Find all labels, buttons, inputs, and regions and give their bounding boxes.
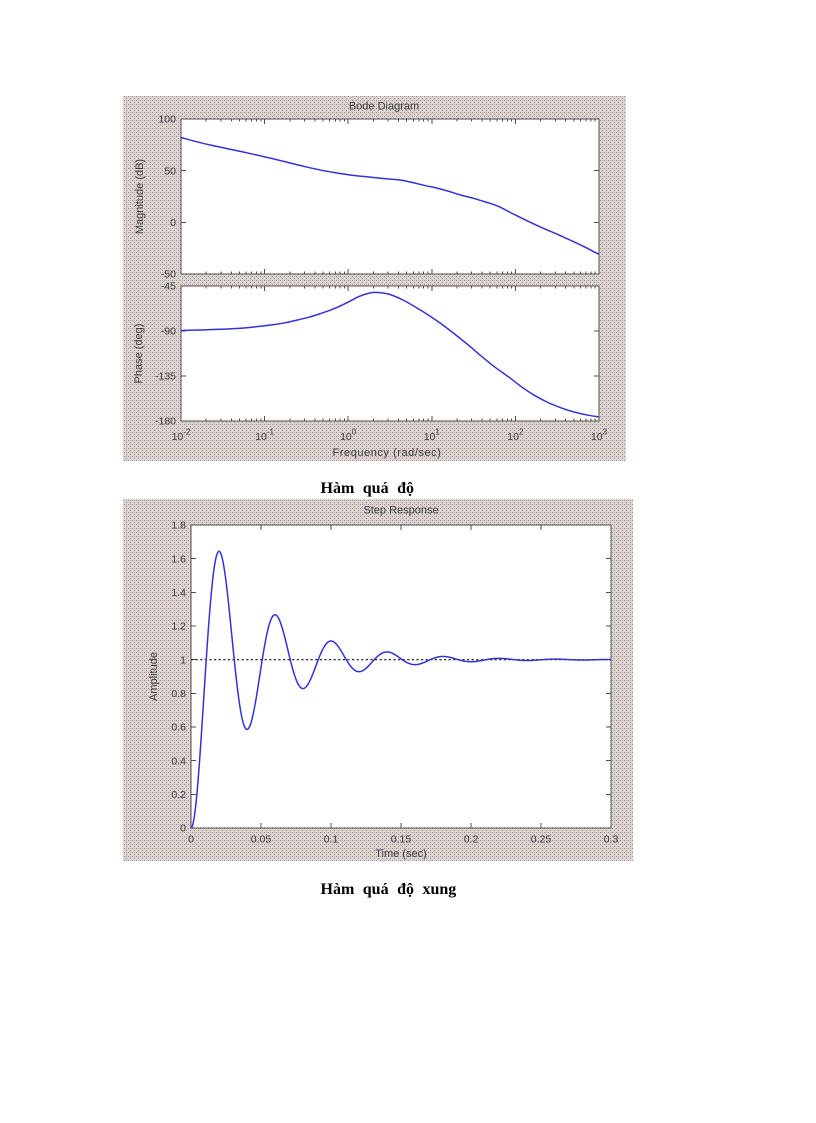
svg-text:0.8: 0.8 bbox=[171, 688, 186, 700]
svg-text:0.05: 0.05 bbox=[251, 834, 272, 846]
svg-text:0.2: 0.2 bbox=[171, 789, 186, 801]
svg-text:1.8: 1.8 bbox=[171, 520, 186, 532]
svg-text:-90: -90 bbox=[161, 326, 176, 338]
svg-text:0: 0 bbox=[180, 823, 186, 835]
svg-text:1.2: 1.2 bbox=[171, 621, 186, 633]
svg-text:0.3: 0.3 bbox=[604, 834, 619, 846]
svg-text:0.15: 0.15 bbox=[391, 834, 412, 846]
svg-text:1: 1 bbox=[180, 654, 186, 666]
svg-text:0.25: 0.25 bbox=[531, 834, 552, 846]
svg-text:-180: -180 bbox=[155, 416, 176, 428]
svg-text:100: 100 bbox=[158, 114, 176, 126]
svg-text:1.6: 1.6 bbox=[171, 553, 186, 565]
svg-text:50: 50 bbox=[164, 165, 176, 177]
svg-text:-135: -135 bbox=[155, 371, 176, 383]
svg-text:Phase (deg): Phase (deg) bbox=[133, 324, 145, 384]
svg-text:-50: -50 bbox=[161, 269, 176, 281]
svg-text:0: 0 bbox=[188, 834, 194, 846]
svg-text:0: 0 bbox=[170, 217, 176, 229]
svg-text:0.1: 0.1 bbox=[324, 834, 339, 846]
svg-text:0.2: 0.2 bbox=[464, 834, 479, 846]
svg-text:-45: -45 bbox=[161, 281, 176, 293]
svg-text:Frequency (rad/sec): Frequency (rad/sec) bbox=[333, 447, 442, 459]
svg-text:0.6: 0.6 bbox=[171, 722, 186, 734]
svg-text:1.4: 1.4 bbox=[171, 587, 186, 599]
svg-text:Step Response: Step Response bbox=[363, 505, 438, 517]
svg-text:Time (sec): Time (sec) bbox=[375, 848, 427, 860]
svg-text:Amplitude: Amplitude bbox=[148, 652, 160, 701]
svg-text:0.4: 0.4 bbox=[171, 755, 186, 767]
svg-text:Magnitude (dB): Magnitude (dB) bbox=[134, 159, 146, 234]
svg-text:Bode Diagram: Bode Diagram bbox=[349, 101, 419, 113]
